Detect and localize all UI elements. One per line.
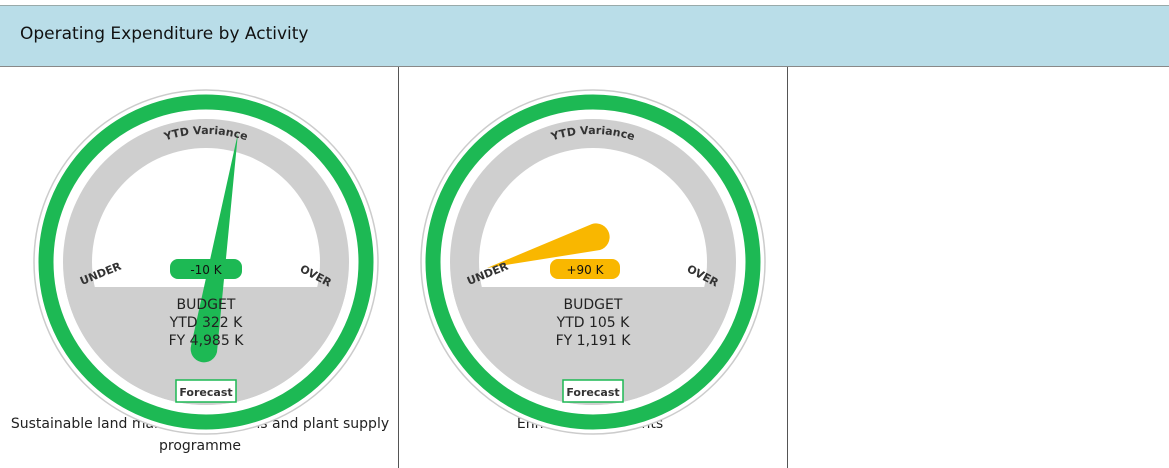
top-label: YTD Variance bbox=[549, 124, 637, 144]
forecast-label: Forecast bbox=[566, 386, 619, 399]
needle bbox=[487, 223, 610, 268]
budget-ytd: YTD 105 K bbox=[556, 315, 631, 331]
needle bbox=[190, 133, 238, 363]
variance-pill bbox=[170, 259, 242, 279]
header-title: Operating Expenditure by Activity bbox=[20, 24, 309, 44]
variance-label: +90 K bbox=[566, 263, 604, 277]
forecast-box bbox=[562, 379, 624, 403]
divider bbox=[787, 67, 788, 468]
gauge-ring bbox=[38, 94, 374, 430]
budget-area bbox=[452, 287, 734, 405]
budget-fy: FY 4,985 K bbox=[169, 333, 245, 349]
top-label-text: YTD Variance bbox=[549, 124, 637, 144]
divider bbox=[398, 67, 399, 468]
budget-fy: FY 1,191 K bbox=[556, 333, 632, 349]
top-label-text: YTD Variance bbox=[162, 124, 250, 144]
variance-label: -10 K bbox=[190, 263, 222, 277]
budget-title: BUDGET bbox=[177, 297, 236, 313]
forecast-box bbox=[175, 379, 237, 403]
gauge-ring bbox=[425, 94, 761, 430]
budget-title: BUDGET bbox=[564, 297, 623, 313]
top-label: YTD Variance bbox=[162, 124, 250, 144]
variance-pill bbox=[550, 259, 620, 279]
header: Operating Expenditure by Activity bbox=[0, 5, 1169, 67]
forecast-label: Forecast bbox=[179, 386, 232, 399]
budget-ytd: YTD 322 K bbox=[169, 315, 244, 331]
